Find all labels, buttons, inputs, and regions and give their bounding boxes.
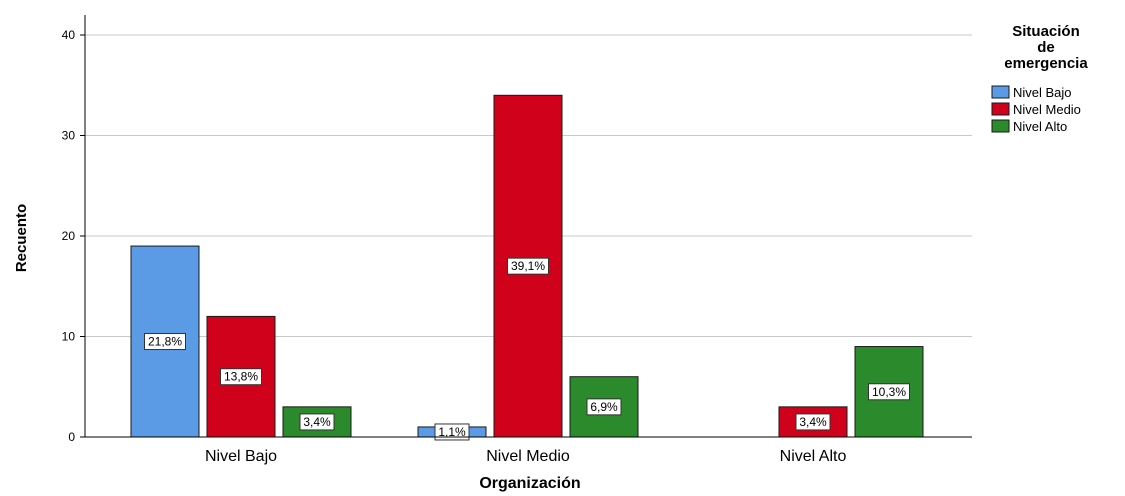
x-category-labels: Nivel Bajo Nivel Medio Nivel Alto bbox=[205, 448, 846, 465]
legend-title: emergencia bbox=[1004, 55, 1088, 72]
y-tick-label: 40 bbox=[62, 28, 76, 42]
data-label-box bbox=[434, 423, 470, 441]
data-label: 3,4% bbox=[303, 415, 331, 429]
y-tick-labels: 0 10 20 30 40 bbox=[62, 28, 76, 444]
y-axis-title: Recuento bbox=[13, 204, 30, 272]
legend-swatch bbox=[991, 85, 1010, 99]
legend-swatch bbox=[991, 119, 1010, 133]
data-label: 21,8% bbox=[148, 335, 182, 349]
legend-label: Nivel Bajo bbox=[1013, 85, 1072, 100]
data-label: 13,8% bbox=[224, 370, 258, 384]
axes bbox=[84, 15, 972, 438]
legend-label: Nivel Alto bbox=[1013, 119, 1067, 134]
data-label-box bbox=[507, 257, 549, 275]
data-label-box bbox=[299, 413, 335, 431]
x-category-label: Nivel Medio bbox=[486, 448, 570, 465]
data-label: 6,9% bbox=[590, 400, 618, 414]
x-category-label: Nivel Alto bbox=[780, 448, 847, 465]
y-tick-label: 30 bbox=[62, 129, 76, 143]
legend-label: Nivel Medio bbox=[1013, 102, 1081, 117]
y-tick-label: 10 bbox=[62, 330, 76, 344]
x-axis-title: Organización bbox=[479, 475, 580, 492]
y-tick-label: 0 bbox=[68, 430, 75, 444]
bar bbox=[130, 245, 200, 438]
data-label: 10,3% bbox=[872, 385, 906, 399]
data-labels: 21,8% 13,8% 3,4% 1,1% 39,1% 6,9% 3,4% 10,3% bbox=[144, 257, 910, 441]
legend-title: de bbox=[1037, 39, 1055, 56]
bars bbox=[130, 94, 924, 438]
data-label-box bbox=[868, 383, 910, 401]
y-tick-label: 20 bbox=[62, 229, 76, 243]
data-label-box bbox=[220, 368, 262, 386]
data-label-box bbox=[144, 333, 186, 351]
legend-title: Situación bbox=[1012, 23, 1080, 40]
x-category-label: Nivel Bajo bbox=[205, 448, 277, 465]
data-label-box bbox=[795, 413, 831, 431]
data-label: 39,1% bbox=[511, 259, 545, 273]
data-label: 3,4% bbox=[799, 415, 827, 429]
data-label: 1,1% bbox=[438, 425, 466, 439]
legend-swatch bbox=[991, 102, 1010, 116]
data-label-box bbox=[586, 398, 622, 416]
